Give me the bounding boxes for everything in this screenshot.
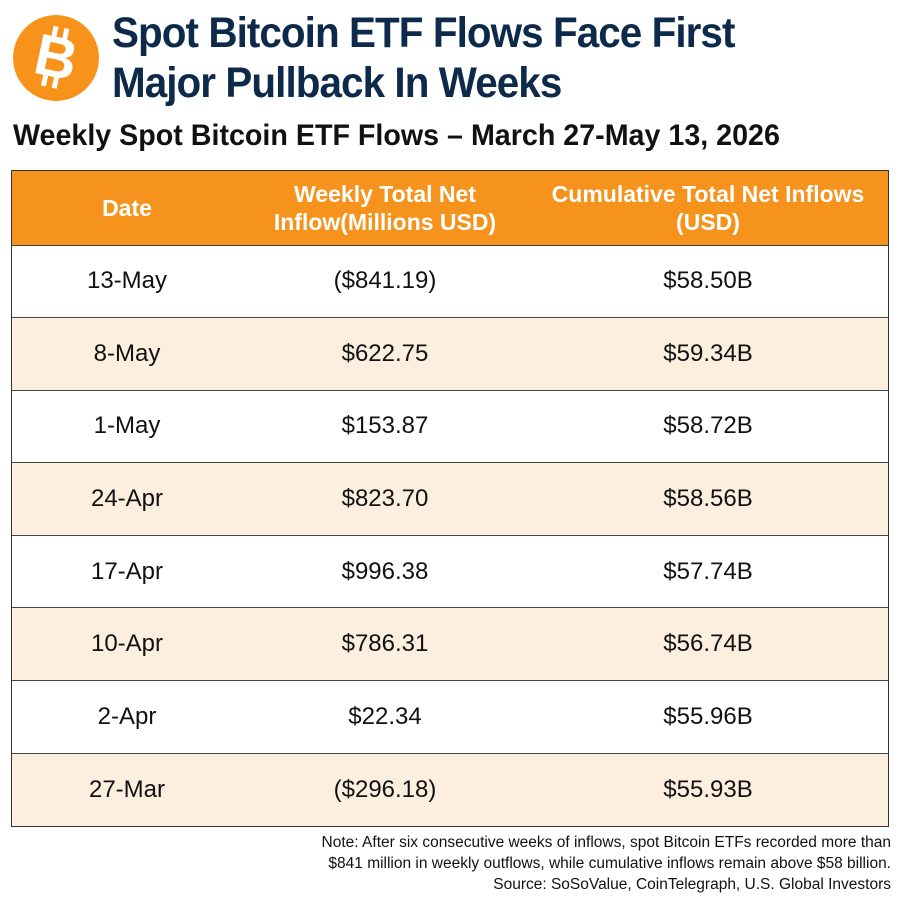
cell-cumulative-inflows: $58.50B xyxy=(528,244,888,318)
table-body: 13-May ($841.19) $58.50B 8-May $622.75 $59.34… xyxy=(12,244,888,826)
cell-weekly-inflow: ($841.19) xyxy=(242,244,528,318)
cell-date: 17-Apr xyxy=(12,534,242,608)
table-row: 2-Apr $22.34 $55.96B xyxy=(12,680,888,754)
page-subtitle: Weekly Spot Bitcoin ETF Flows – March 27… xyxy=(13,119,780,152)
cell-weekly-inflow: $22.34 xyxy=(242,680,528,754)
cell-cumulative-inflows: $58.72B xyxy=(528,389,888,463)
cell-date: 2-Apr xyxy=(12,680,242,754)
bitcoin-icon: B xyxy=(13,15,99,101)
table-row: 17-Apr $996.38 $57.74B xyxy=(12,534,888,608)
cell-weekly-inflow: $823.70 xyxy=(242,462,528,536)
etf-flows-table: Date Weekly Total Net Inflow(Millions US… xyxy=(11,170,889,827)
page-title: Spot Bitcoin ETF Flows Face First Major … xyxy=(112,9,735,107)
cell-weekly-inflow: $622.75 xyxy=(242,317,528,391)
table-row: 10-Apr $786.31 $56.74B xyxy=(12,607,888,681)
table-row: 1-May $153.87 $58.72B xyxy=(12,389,888,463)
cell-weekly-inflow: ($296.18) xyxy=(242,752,528,826)
table-row: 8-May $622.75 $59.34B xyxy=(12,317,888,391)
cell-weekly-inflow: $996.38 xyxy=(242,534,528,608)
table-row: 27-Mar ($296.18) $55.93B xyxy=(12,752,888,826)
column-header-weekly-inflow: Weekly Total Net Inflow(Millions USD) xyxy=(273,180,497,235)
cell-cumulative-inflows: $56.74B xyxy=(528,607,888,681)
column-header-date: Date xyxy=(102,194,152,221)
table-header-row: Date Weekly Total Net Inflow(Millions US… xyxy=(12,171,888,245)
cell-date: 13-May xyxy=(12,244,242,318)
table-row: 24-Apr $823.70 $58.56B xyxy=(12,462,888,536)
note-line-2: $841 million in weekly outflows, while c… xyxy=(328,855,891,872)
cell-weekly-inflow: $153.87 xyxy=(242,389,528,463)
table-row: 13-May ($841.19) $58.50B xyxy=(12,244,888,318)
bitcoin-glyph: B xyxy=(29,21,83,93)
cell-date: 1-May xyxy=(12,389,242,463)
cell-date: 8-May xyxy=(12,317,242,391)
cell-date: 10-Apr xyxy=(12,607,242,681)
cell-cumulative-inflows: $58.56B xyxy=(528,462,888,536)
cell-cumulative-inflows: $57.74B xyxy=(528,534,888,608)
column-header-cumulative-inflows: Cumulative Total Net Inflows (USD) xyxy=(551,180,865,235)
cell-date: 24-Apr xyxy=(12,462,242,536)
table-header: Date Weekly Total Net Inflow(Millions US… xyxy=(12,171,888,245)
source-line: Source: SoSoValue, CoinTelegraph, U.S. G… xyxy=(493,876,891,893)
cell-weekly-inflow: $786.31 xyxy=(242,607,528,681)
cell-cumulative-inflows: $55.96B xyxy=(528,680,888,754)
cell-cumulative-inflows: $55.93B xyxy=(528,752,888,826)
cell-date: 27-Mar xyxy=(12,752,242,826)
note-line-1: Note: After six consecutive weeks of inf… xyxy=(321,834,891,851)
cell-cumulative-inflows: $59.34B xyxy=(528,317,888,391)
footnote: Note: After six consecutive weeks of inf… xyxy=(191,832,891,895)
